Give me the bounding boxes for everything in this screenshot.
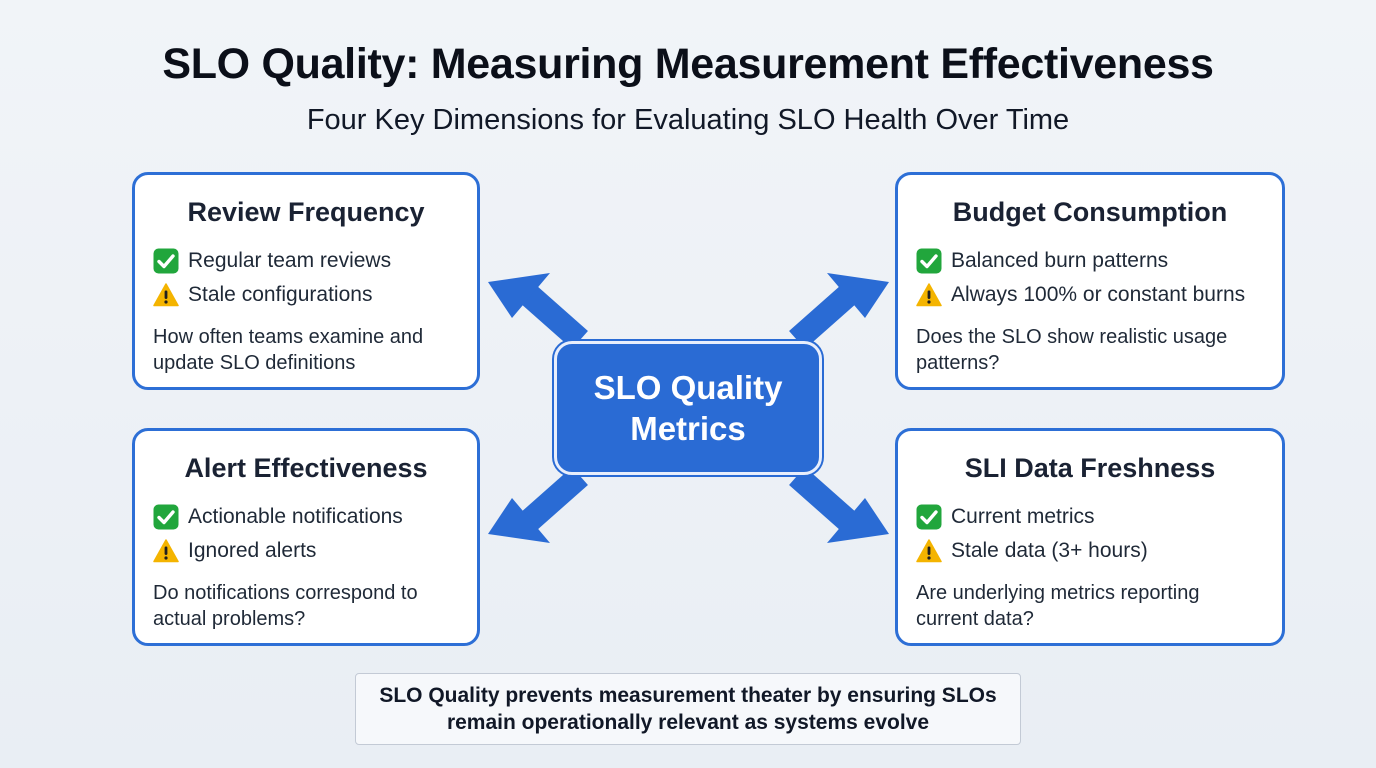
warning-icon xyxy=(153,283,179,307)
warning-text: Stale data (3+ hours) xyxy=(951,539,1148,562)
arrow-to-budget-consumption xyxy=(789,273,889,349)
card-alert-effectiveness: Alert Effectiveness Actionable notificat… xyxy=(132,428,480,646)
card-sli-data-freshness: SLI Data Freshness Current metrics Stale… xyxy=(895,428,1285,646)
arrow-to-review-frequency xyxy=(488,273,588,349)
good-item: Regular team reviews xyxy=(153,244,459,278)
center-node: SLO Quality Metrics xyxy=(554,341,822,475)
card-title: Review Frequency xyxy=(187,197,425,227)
card-budget-consumption: Budget Consumption Balanced burn pattern… xyxy=(895,172,1285,390)
arrow-to-sli-data-freshness xyxy=(789,467,889,543)
good-text: Actionable notifications xyxy=(188,505,403,528)
warning-item: Stale configurations xyxy=(153,278,459,312)
warning-icon xyxy=(153,539,179,563)
check-mark-icon xyxy=(916,504,942,530)
footer-note: SLO Quality prevents measurement theater… xyxy=(355,673,1021,745)
card-review-frequency: Review Frequency Regular team reviews St… xyxy=(132,172,480,390)
check-mark-icon xyxy=(153,248,179,274)
card-title: Budget Consumption xyxy=(952,197,1228,227)
check-mark-icon xyxy=(153,504,179,530)
warning-item: Always 100% or constant burns xyxy=(916,278,1264,312)
good-text: Regular team reviews xyxy=(188,249,392,272)
warning-icon xyxy=(916,539,942,563)
card-description: How often teams examine and update SLO d… xyxy=(153,326,424,374)
warning-item: Ignored alerts xyxy=(153,534,459,568)
warning-item: Stale data (3+ hours) xyxy=(916,534,1264,568)
warning-icon xyxy=(916,283,942,307)
good-text: Current metrics xyxy=(951,505,1095,528)
good-item: Balanced burn patterns xyxy=(916,244,1264,278)
card-description: Do notifications correspond to actual pr… xyxy=(153,582,418,630)
arrow-to-alert-effectiveness xyxy=(488,467,588,543)
card-title: SLI Data Freshness xyxy=(964,453,1216,483)
card-description: Does the SLO show realistic usage patter… xyxy=(916,326,1228,374)
good-item: Current metrics xyxy=(916,500,1264,534)
good-text: Balanced burn patterns xyxy=(951,249,1169,272)
page-subtitle: Four Key Dimensions for Evaluating SLO H… xyxy=(306,104,1070,136)
warning-text: Stale configurations xyxy=(188,283,373,306)
good-item: Actionable notifications xyxy=(153,500,459,534)
check-mark-icon xyxy=(916,248,942,274)
warning-text: Ignored alerts xyxy=(188,539,317,562)
card-description: Are underlying metrics reporting current… xyxy=(916,582,1200,630)
page-title: SLO Quality: Measuring Measurement Effec… xyxy=(162,40,1214,88)
card-title: Alert Effectiveness xyxy=(184,453,428,483)
warning-text: Always 100% or constant burns xyxy=(951,283,1246,306)
